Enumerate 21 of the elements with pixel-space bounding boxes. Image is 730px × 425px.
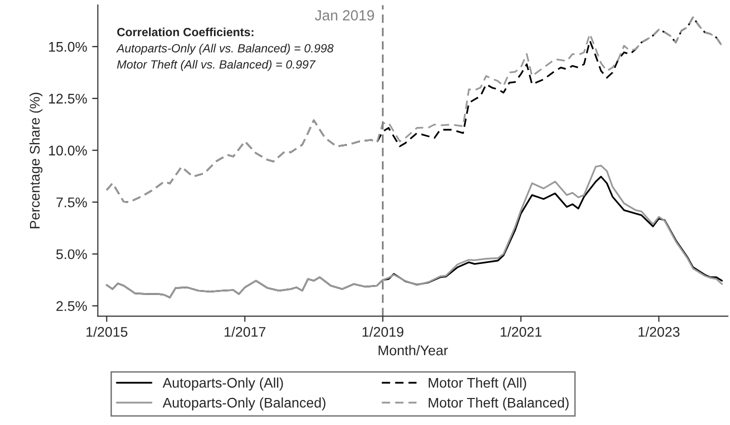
x-tick-label: 1/2015 <box>86 326 128 337</box>
y-tick-label: 5.0% <box>56 249 87 260</box>
y-tick-label: 15.0% <box>49 42 87 52</box>
x-tick-label: 1/2023 <box>638 326 680 337</box>
y-tick-label: 10.0% <box>49 146 87 156</box>
y-tick-label: 12.5% <box>49 94 87 104</box>
x-axis-title: Month/Year <box>378 345 448 356</box>
annotation: Autoparts-Only (All vs. Balanced) = 0.998 <box>116 44 334 55</box>
annotation: Motor Theft (All vs. Balanced) = 0.997 <box>117 60 316 71</box>
legend-label: Autoparts-Only (Balanced) <box>162 397 326 410</box>
x-tick-label: 1/2019 <box>362 326 404 337</box>
x-tick-label: 1/2021 <box>500 326 542 337</box>
y-tick-label: 2.5% <box>56 301 87 311</box>
y-tick-label: 7.5% <box>56 198 87 208</box>
legend-label: Autoparts-Only (All) <box>162 378 283 390</box>
ref-line-label: Jan 2019 <box>314 10 374 20</box>
legend-label: Motor Theft (All) <box>428 378 526 390</box>
x-tick-label: 1/2017 <box>224 326 266 337</box>
annotation: Correlation Coefficients: <box>117 28 254 36</box>
y-axis-title: Percentage Share (%) <box>30 92 42 228</box>
legend-label: Motor Theft (Balanced) <box>428 397 569 410</box>
